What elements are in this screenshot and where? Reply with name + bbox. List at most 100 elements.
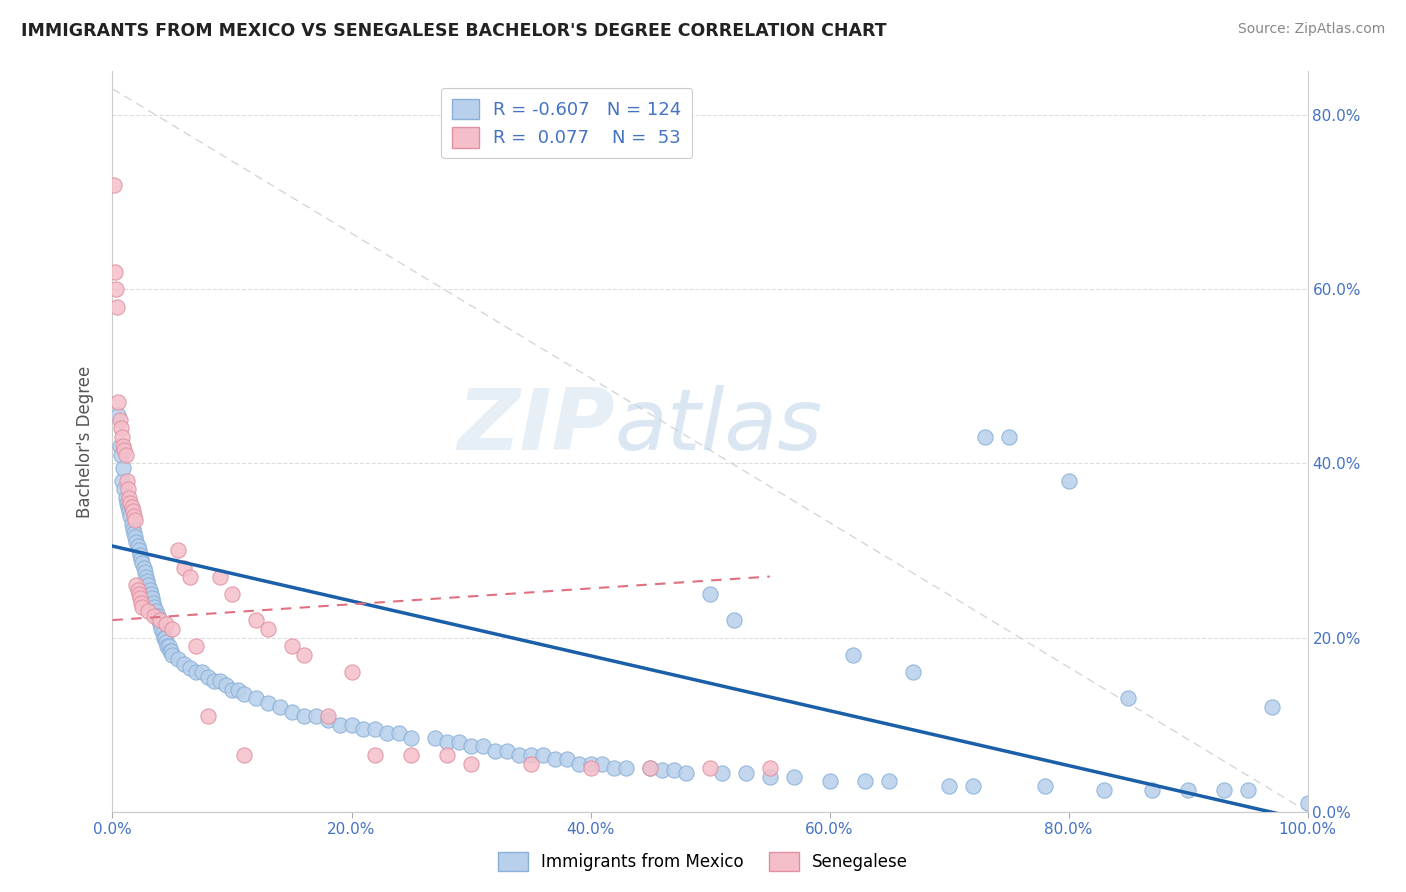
Point — [153, 631, 176, 645]
Point — [651, 763, 673, 777]
Point — [329, 717, 352, 731]
Point — [221, 587, 243, 601]
Point — [112, 439, 135, 453]
Point — [143, 600, 166, 615]
Point — [1261, 700, 1284, 714]
Point — [675, 765, 697, 780]
Point — [122, 526, 145, 541]
Point — [111, 430, 134, 444]
Point — [221, 682, 243, 697]
Point — [592, 756, 614, 771]
Point — [167, 652, 190, 666]
Point — [173, 657, 195, 671]
Point — [129, 552, 152, 566]
Point — [162, 622, 183, 636]
Point — [115, 474, 138, 488]
Point — [425, 731, 447, 745]
Point — [436, 735, 458, 749]
Point — [1213, 783, 1236, 797]
Point — [316, 713, 339, 727]
Point — [568, 756, 591, 771]
Point — [110, 421, 132, 435]
Point — [191, 665, 214, 680]
Point — [127, 582, 149, 597]
Point — [531, 748, 554, 763]
Point — [129, 548, 152, 562]
Point — [157, 639, 180, 653]
Point — [340, 717, 363, 731]
Point — [603, 761, 626, 775]
Point — [316, 709, 339, 723]
Point — [1057, 474, 1080, 488]
Point — [1177, 783, 1199, 797]
Point — [699, 587, 721, 601]
Point — [173, 561, 195, 575]
Point — [783, 770, 806, 784]
Point — [388, 726, 411, 740]
Point — [107, 409, 129, 423]
Point — [139, 587, 162, 601]
Point — [209, 569, 232, 583]
Point — [128, 587, 150, 601]
Point — [974, 430, 997, 444]
Point — [134, 565, 156, 579]
Point — [186, 665, 208, 680]
Point — [436, 748, 458, 763]
Point — [364, 722, 387, 736]
Point — [149, 617, 172, 632]
Point — [138, 578, 160, 592]
Point — [121, 522, 143, 536]
Point — [305, 709, 328, 723]
Text: Source: ZipAtlas.com: Source: ZipAtlas.com — [1237, 22, 1385, 37]
Point — [257, 622, 280, 636]
Point — [555, 752, 578, 766]
Point — [108, 413, 131, 427]
Text: IMMIGRANTS FROM MEXICO VS SENEGALESE BACHELOR'S DEGREE CORRELATION CHART: IMMIGRANTS FROM MEXICO VS SENEGALESE BAC… — [21, 22, 887, 40]
Point — [1033, 779, 1056, 793]
Point — [209, 674, 232, 689]
Point — [281, 639, 304, 653]
Point — [131, 600, 153, 615]
Point — [125, 534, 148, 549]
Point — [664, 763, 686, 777]
Point — [117, 500, 139, 514]
Point — [142, 596, 165, 610]
Point — [998, 430, 1021, 444]
Point — [723, 613, 745, 627]
Text: atlas: atlas — [614, 385, 823, 468]
Point — [818, 774, 841, 789]
Point — [108, 439, 131, 453]
Point — [364, 748, 387, 763]
Point — [118, 491, 141, 505]
Legend: Immigrants from Mexico, Senegalese: Immigrants from Mexico, Senegalese — [489, 843, 917, 880]
Point — [508, 748, 530, 763]
Point — [616, 761, 638, 775]
Point — [543, 752, 565, 766]
Point — [472, 739, 495, 754]
Point — [128, 543, 150, 558]
Point — [520, 756, 543, 771]
Point — [149, 613, 172, 627]
Point — [215, 678, 238, 692]
Point — [167, 543, 190, 558]
Point — [138, 604, 160, 618]
Point — [121, 504, 143, 518]
Point — [257, 696, 280, 710]
Point — [120, 495, 142, 509]
Point — [138, 582, 160, 597]
Point — [711, 765, 734, 780]
Point — [103, 178, 125, 192]
Point — [125, 578, 148, 592]
Point — [496, 744, 519, 758]
Point — [129, 591, 152, 606]
Point — [640, 761, 662, 775]
Point — [340, 665, 363, 680]
Point — [155, 635, 177, 649]
Point — [129, 596, 152, 610]
Point — [520, 748, 543, 763]
Point — [377, 726, 399, 740]
Point — [112, 460, 135, 475]
Point — [484, 744, 506, 758]
Point — [153, 631, 176, 645]
Point — [292, 709, 315, 723]
